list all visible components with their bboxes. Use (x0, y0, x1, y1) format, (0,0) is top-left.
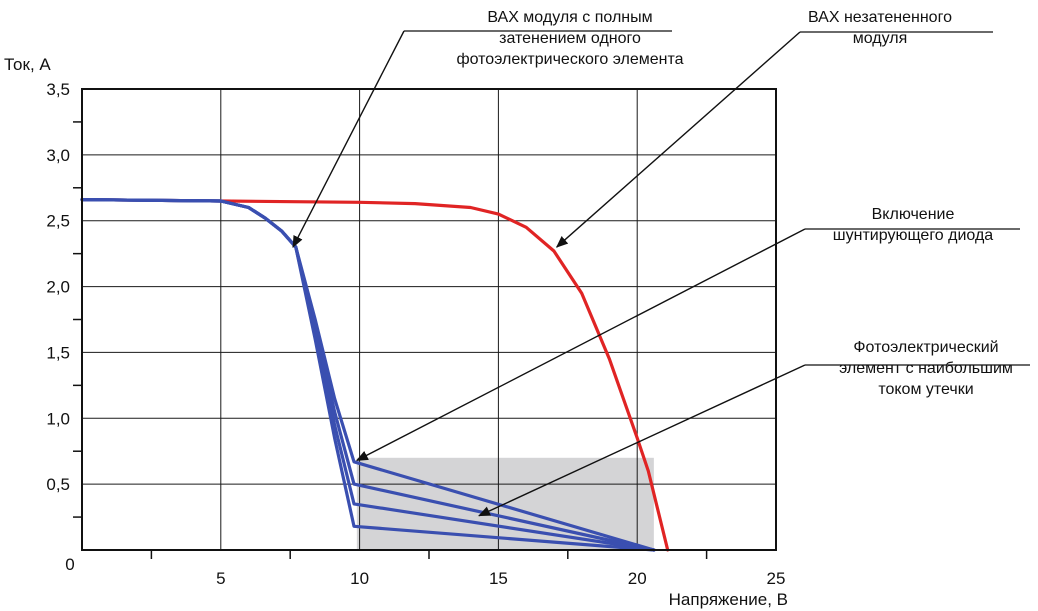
x-tick-label: 15 (489, 569, 508, 588)
annotation-text: модуля (853, 30, 908, 47)
y-tick-label: 2,0 (46, 278, 70, 297)
x-tick-label: 10 (350, 569, 369, 588)
annotation-text: Включение (872, 206, 955, 223)
series-line-1 (80, 198, 670, 552)
annotation-text: элемент с наибольшим (839, 360, 1013, 377)
y-tick-label: 0,5 (46, 475, 70, 494)
annotation-arrow (292, 30, 405, 248)
annotation-text: затенением одного (499, 30, 641, 47)
annotation-arrow (355, 228, 806, 462)
annotation-text: фотоэлектрического элемента (456, 51, 683, 68)
y-tick-label: 1,0 (46, 409, 70, 428)
annotation-text: ВАХ незатененного (808, 9, 952, 26)
y-tick-label: 3,5 (46, 80, 70, 99)
y-tick-label: 3,0 (46, 146, 70, 165)
x-axis-label: Напряжение, В (669, 590, 788, 609)
x-tick-label: 0 (65, 555, 74, 574)
annotation-text: ВАХ модуля с полным (487, 9, 652, 26)
annotation-text: Фотоэлектрический (853, 339, 998, 356)
annotation-arrow (478, 364, 806, 517)
annotation-arrow (555, 31, 801, 248)
x-tick-label: 25 (767, 569, 786, 588)
x-tick-label: 20 (628, 569, 647, 588)
x-tick-label: 5 (216, 569, 225, 588)
y-tick-label: 2,5 (46, 212, 70, 231)
series-line-5 (80, 198, 656, 552)
y-axis-label: Ток, А (4, 55, 51, 74)
annotation-text: шунтирующего диода (833, 227, 994, 244)
annotation-text: током утечки (878, 381, 973, 398)
y-tick-label: 1,5 (46, 343, 70, 362)
